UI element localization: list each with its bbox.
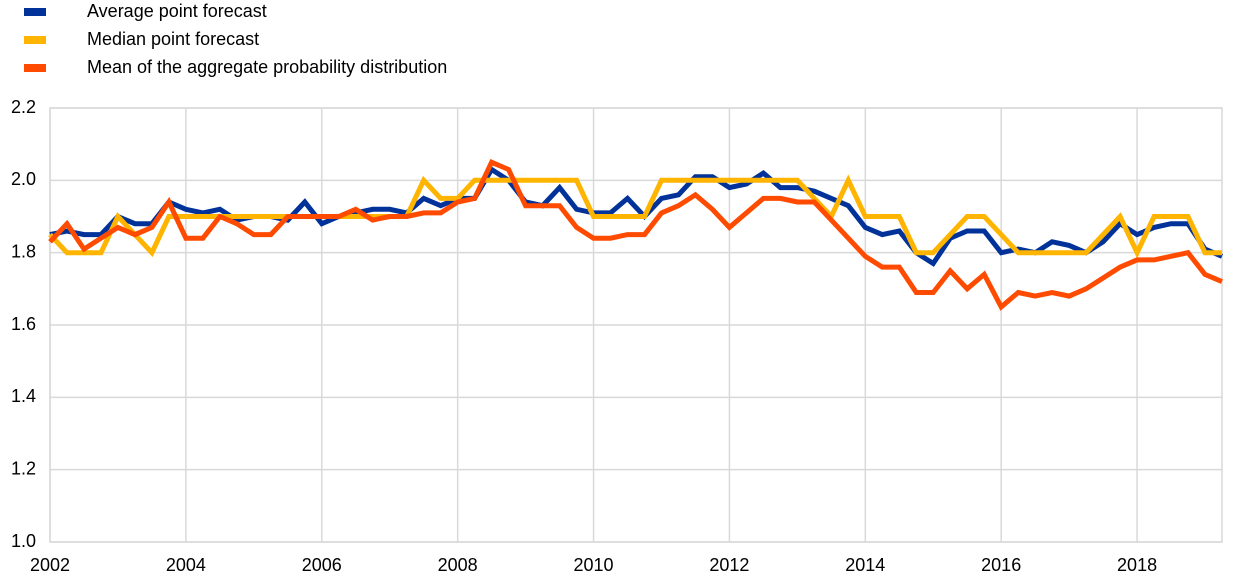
x-tick-label: 2010 [574,555,614,575]
y-tick-label: 1.0 [11,531,36,551]
legend-swatch [24,8,46,16]
x-tick-label: 2002 [30,555,70,575]
series-line [48,174,1222,259]
series-line [48,159,1223,311]
y-tick-label: 1.6 [11,314,36,334]
x-tick-label: 2006 [302,555,342,575]
legend-label: Mean of the aggregate probability distri… [87,57,447,77]
legend-label: Median point forecast [87,29,259,49]
legend-swatch [24,36,46,44]
x-tick-label: 2008 [438,555,478,575]
x-tick-label: 2018 [1117,555,1157,575]
legend-label: Average point forecast [87,1,267,21]
x-tick-label: 2016 [981,555,1021,575]
y-tick-label: 2.2 [11,97,36,117]
x-tick-label: 2004 [166,555,206,575]
y-tick-label: 2.0 [11,169,36,189]
legend-swatch [24,64,46,72]
x-tick-label: 2014 [845,555,885,575]
y-tick-label: 1.2 [11,458,36,478]
y-tick-label: 1.4 [11,386,36,406]
y-tick-label: 1.8 [11,241,36,261]
x-tick-label: 2012 [709,555,749,575]
